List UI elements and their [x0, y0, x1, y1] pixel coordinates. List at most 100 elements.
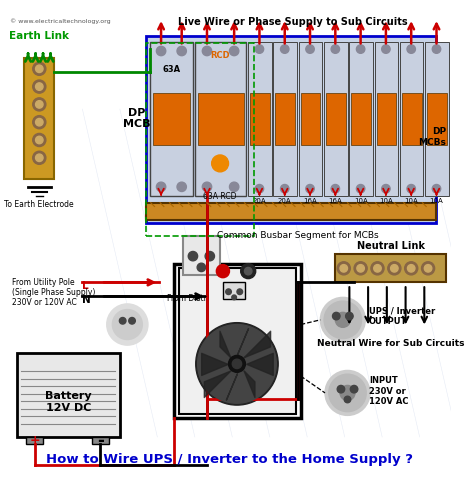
- Circle shape: [197, 263, 206, 272]
- Circle shape: [320, 298, 365, 342]
- Text: From Utility Pole
(Single Phase Supply)
230V or 120V AC: From Utility Pole (Single Phase Supply) …: [12, 278, 95, 307]
- Circle shape: [356, 185, 365, 193]
- Bar: [351, 93, 371, 145]
- Circle shape: [228, 356, 246, 372]
- Circle shape: [408, 264, 415, 272]
- Text: 10A: 10A: [429, 198, 443, 204]
- Circle shape: [382, 185, 390, 193]
- Bar: [153, 93, 190, 145]
- Text: -: -: [97, 431, 104, 450]
- Text: Earth Link: Earth Link: [9, 31, 69, 41]
- Circle shape: [36, 154, 43, 162]
- Bar: [146, 43, 254, 236]
- Bar: [146, 36, 437, 224]
- Circle shape: [335, 312, 350, 327]
- Bar: [400, 41, 423, 196]
- Text: Common Busbar Segment for MCBs: Common Busbar Segment for MCBs: [217, 231, 379, 240]
- Bar: [223, 282, 246, 299]
- Text: 16A: 16A: [303, 198, 317, 204]
- Text: From Distr: From Distr: [167, 294, 207, 303]
- Circle shape: [329, 374, 366, 412]
- Text: 20A: 20A: [253, 198, 266, 204]
- Bar: [425, 41, 449, 196]
- Circle shape: [337, 262, 350, 275]
- Circle shape: [156, 182, 166, 191]
- Bar: [248, 41, 272, 196]
- Text: To Earth Electrode: To Earth Electrode: [4, 200, 74, 209]
- Bar: [275, 93, 295, 145]
- Text: 63A RCD: 63A RCD: [203, 191, 237, 201]
- Circle shape: [156, 46, 166, 56]
- Bar: [179, 268, 296, 413]
- Bar: [250, 93, 270, 145]
- Text: 10A: 10A: [379, 198, 393, 204]
- Circle shape: [202, 182, 212, 191]
- Bar: [335, 254, 446, 282]
- Bar: [427, 93, 447, 145]
- Circle shape: [177, 182, 186, 191]
- Circle shape: [356, 45, 365, 54]
- Bar: [150, 41, 193, 196]
- Circle shape: [306, 185, 314, 193]
- Circle shape: [325, 371, 370, 415]
- Circle shape: [346, 312, 353, 320]
- Circle shape: [129, 318, 135, 324]
- Circle shape: [255, 185, 264, 193]
- Circle shape: [33, 115, 46, 129]
- Circle shape: [344, 396, 351, 403]
- Bar: [376, 93, 396, 145]
- Circle shape: [212, 155, 228, 172]
- Circle shape: [350, 385, 358, 393]
- Circle shape: [232, 295, 237, 300]
- Text: RCD: RCD: [210, 51, 230, 60]
- Circle shape: [198, 324, 276, 403]
- Circle shape: [119, 318, 126, 324]
- Text: 10A: 10A: [404, 198, 418, 204]
- Circle shape: [36, 101, 43, 108]
- Circle shape: [107, 304, 148, 345]
- Bar: [402, 93, 421, 145]
- Text: L: L: [82, 281, 89, 291]
- Circle shape: [405, 262, 418, 275]
- Bar: [92, 437, 109, 445]
- Text: 16A: 16A: [328, 198, 342, 204]
- Circle shape: [36, 65, 43, 73]
- Circle shape: [33, 151, 46, 164]
- Text: 20A: 20A: [278, 198, 292, 204]
- Text: How to Wire UPS / Inverter to the Home Supply ?: How to Wire UPS / Inverter to the Home S…: [46, 453, 413, 466]
- Circle shape: [340, 385, 355, 400]
- Circle shape: [432, 185, 441, 193]
- Circle shape: [112, 310, 142, 339]
- Text: 10A: 10A: [354, 198, 367, 204]
- Circle shape: [371, 262, 384, 275]
- Circle shape: [229, 182, 239, 191]
- Text: Battery
12V DC: Battery 12V DC: [45, 392, 91, 413]
- Circle shape: [388, 262, 401, 275]
- Circle shape: [354, 262, 367, 275]
- Circle shape: [324, 301, 362, 338]
- Circle shape: [331, 45, 339, 54]
- Circle shape: [333, 312, 340, 320]
- Bar: [24, 57, 55, 179]
- Circle shape: [255, 45, 264, 54]
- Circle shape: [391, 264, 398, 272]
- Text: DP
MCBs: DP MCBs: [418, 128, 446, 147]
- Text: N: N: [82, 295, 91, 304]
- Circle shape: [340, 264, 347, 272]
- Circle shape: [281, 185, 289, 193]
- Bar: [26, 437, 43, 445]
- Circle shape: [306, 45, 314, 54]
- Circle shape: [421, 262, 435, 275]
- Text: INPUT
230V or
120V AC: INPUT 230V or 120V AC: [369, 376, 409, 406]
- Bar: [273, 41, 297, 196]
- Bar: [374, 41, 398, 196]
- Text: +: +: [29, 434, 40, 447]
- Circle shape: [33, 80, 46, 93]
- Text: DP
MCB: DP MCB: [123, 108, 150, 129]
- Circle shape: [33, 62, 46, 75]
- Circle shape: [407, 45, 415, 54]
- Circle shape: [177, 46, 186, 56]
- Circle shape: [33, 133, 46, 147]
- Circle shape: [245, 267, 252, 275]
- Circle shape: [229, 46, 239, 56]
